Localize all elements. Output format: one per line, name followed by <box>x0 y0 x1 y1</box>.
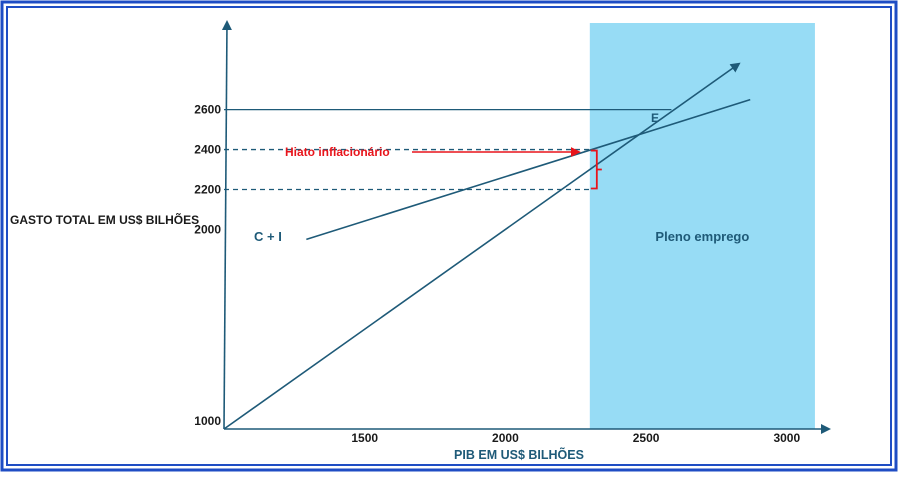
full-employment-label: Pleno emprego <box>655 229 749 244</box>
series-line-c-plus-i <box>306 98 751 241</box>
y-tick-label: 2400 <box>194 143 221 157</box>
frame-inner-border <box>6 6 892 466</box>
x-tick-label: 2000 <box>492 431 519 445</box>
inflationary-gap-bracket <box>590 149 602 190</box>
x-tick-label: 2500 <box>633 431 660 445</box>
y-tick-label: 2000 <box>194 222 221 236</box>
series-line-45-degree <box>223 62 741 430</box>
x-tick-label: 3000 <box>773 431 800 445</box>
x-tick-label: 1500 <box>351 431 378 445</box>
equilibrium-label: E <box>651 111 659 125</box>
series-label-c-plus-i: C + I <box>254 229 282 244</box>
y-tick-label: 1000 <box>194 414 221 428</box>
y-axis-label: GASTO TOTAL EM US$ BILHÕES <box>10 212 199 227</box>
y-tick-label: 2200 <box>194 182 221 196</box>
inflationary-gap-label: Hiato inflacionário <box>285 145 390 159</box>
y-axis <box>221 20 232 430</box>
x-axis-label: PIB EM US$ BILHÕES <box>454 447 584 462</box>
full-employment-region <box>589 23 815 429</box>
y-tick-label: 2600 <box>194 103 221 117</box>
